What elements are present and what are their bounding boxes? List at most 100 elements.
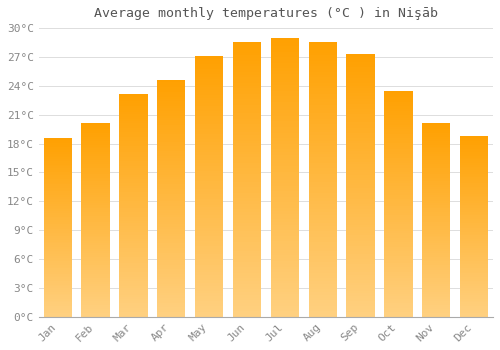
Bar (157, 307, 186, 310)
Bar (157, 265, 186, 267)
Bar (460, 292, 488, 293)
Bar (82, 288, 110, 290)
Bar (157, 298, 186, 300)
Bar (270, 107, 299, 110)
Bar (233, 309, 261, 311)
Bar (460, 241, 488, 243)
Bar (308, 116, 337, 119)
Bar (460, 255, 488, 257)
Bar (460, 159, 488, 161)
Bar (119, 281, 148, 284)
Bar (346, 293, 375, 296)
Bar (308, 97, 337, 99)
Bar (308, 127, 337, 130)
Bar (346, 280, 375, 283)
Bar (82, 298, 110, 299)
Bar (82, 139, 110, 141)
Bar (44, 143, 72, 145)
Bar (460, 248, 488, 250)
Bar (44, 166, 72, 168)
Bar (384, 301, 412, 303)
Bar (195, 82, 224, 85)
Bar (44, 204, 72, 206)
Bar (422, 284, 450, 286)
Bar (233, 270, 261, 273)
Bar (308, 275, 337, 278)
Bar (346, 117, 375, 120)
Bar (422, 135, 450, 137)
Bar (270, 65, 299, 68)
Bar (195, 87, 224, 90)
Bar (82, 206, 110, 209)
Bar (119, 117, 148, 119)
Bar (270, 38, 299, 41)
Bar (460, 275, 488, 277)
Bar (44, 227, 72, 229)
Bar (82, 160, 110, 162)
Bar (460, 221, 488, 223)
Bar (308, 99, 337, 102)
Bar (157, 168, 186, 170)
Bar (422, 176, 450, 177)
Bar (270, 74, 299, 77)
Bar (384, 226, 412, 229)
Bar (384, 283, 412, 285)
Bar (233, 119, 261, 121)
Bar (270, 292, 299, 294)
Bar (422, 195, 450, 197)
Bar (119, 179, 148, 181)
Bar (82, 251, 110, 253)
Bar (119, 277, 148, 279)
Bar (422, 233, 450, 236)
Bar (384, 152, 412, 154)
Bar (82, 249, 110, 251)
Bar (82, 183, 110, 185)
Bar (157, 255, 186, 258)
Bar (119, 112, 148, 114)
Bar (233, 284, 261, 287)
Bar (346, 112, 375, 114)
Bar (346, 128, 375, 130)
Bar (82, 218, 110, 220)
Bar (44, 288, 72, 290)
Bar (460, 217, 488, 219)
Bar (270, 219, 299, 222)
Bar (308, 204, 337, 207)
Bar (422, 278, 450, 280)
Bar (270, 121, 299, 124)
Bar (308, 245, 337, 248)
Bar (422, 185, 450, 187)
Bar (308, 176, 337, 179)
Bar (233, 168, 261, 171)
Bar (195, 100, 224, 103)
Bar (460, 179, 488, 181)
Bar (384, 136, 412, 138)
Bar (460, 185, 488, 187)
Bar (233, 267, 261, 270)
Bar (346, 259, 375, 261)
Bar (346, 102, 375, 104)
Bar (308, 265, 337, 267)
Bar (308, 157, 337, 160)
Bar (119, 183, 148, 186)
Bar (460, 170, 488, 172)
Bar (119, 190, 148, 192)
Bar (82, 129, 110, 131)
Bar (308, 278, 337, 281)
Bar (82, 280, 110, 282)
Bar (460, 262, 488, 264)
Bar (270, 300, 299, 303)
Bar (82, 214, 110, 216)
Bar (119, 201, 148, 203)
Bar (422, 270, 450, 272)
Bar (157, 251, 186, 253)
Bar (384, 125, 412, 127)
Bar (82, 145, 110, 147)
Bar (195, 187, 224, 189)
Bar (308, 234, 337, 237)
Bar (119, 274, 148, 277)
Bar (195, 314, 224, 317)
Bar (82, 123, 110, 125)
Bar (119, 208, 148, 210)
Bar (157, 305, 186, 307)
